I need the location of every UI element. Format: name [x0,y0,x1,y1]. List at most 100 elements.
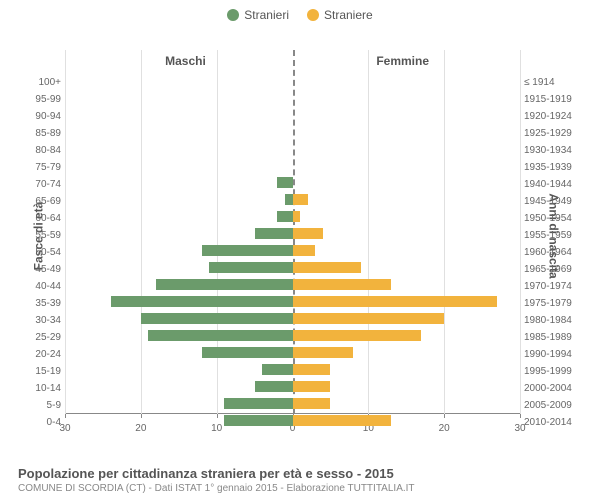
birth-year-label: 1975-1979 [524,295,584,312]
footer: Popolazione per cittadinanza straniera p… [18,466,590,494]
age-label: 25-29 [19,329,61,346]
age-label: 75-79 [19,159,61,176]
age-label: 10-14 [19,380,61,397]
chart-area: Fasce di età Anni di nascita Maschi Femm… [0,26,600,446]
age-label: 20-24 [19,346,61,363]
bar-male [148,330,292,341]
bar-female [293,347,354,358]
birth-year-label: 1925-1929 [524,125,584,142]
bar-female [293,228,323,239]
chart-subtitle: COMUNE DI SCORDIA (CT) - Dati ISTAT 1° g… [18,483,590,494]
age-label: 35-39 [19,295,61,312]
age-label: 45-49 [19,261,61,278]
plot: Maschi Femmine 3020100102030100+≤ 191495… [65,50,520,414]
age-label: 60-64 [19,210,61,227]
bar-row: 35-391975-1979 [65,295,520,312]
bar-female [293,245,316,256]
bar-male [285,194,293,205]
bar-row: 55-591955-1959 [65,227,520,244]
age-label: 5-9 [19,397,61,414]
age-label: 90-94 [19,108,61,125]
birth-year-label: 1920-1924 [524,108,584,125]
birth-year-label: 1985-1989 [524,329,584,346]
gridline [520,50,521,414]
birth-year-label: 1955-1959 [524,227,584,244]
bar-row: 40-441970-1974 [65,278,520,295]
bar-row: 65-691945-1949 [65,193,520,210]
birth-year-label: 1995-1999 [524,363,584,380]
birth-year-label: 2000-2004 [524,380,584,397]
bar-row: 100+≤ 1914 [65,74,520,91]
age-label: 30-34 [19,312,61,329]
bar-row: 10-142000-2004 [65,380,520,397]
bar-male [202,245,293,256]
bar-male [209,262,292,273]
birth-year-label: 2010-2014 [524,414,584,431]
bar-female [293,330,422,341]
birth-year-label: 1970-1974 [524,278,584,295]
legend-item-female: Straniere [307,8,373,22]
bar-row: 90-941920-1924 [65,108,520,125]
birth-year-label: 1945-1949 [524,193,584,210]
bar-row: 20-241990-1994 [65,346,520,363]
age-label: 100+ [19,74,61,91]
bar-row: 45-491965-1969 [65,261,520,278]
age-label: 70-74 [19,176,61,193]
bar-male [262,364,292,375]
bar-female [293,398,331,409]
age-label: 15-19 [19,363,61,380]
bar-female [293,415,392,426]
birth-year-label: 1930-1934 [524,142,584,159]
bar-male [255,228,293,239]
birth-year-label: 1990-1994 [524,346,584,363]
bar-row: 80-841930-1934 [65,142,520,159]
birth-year-label: 1940-1944 [524,176,584,193]
chart-title: Popolazione per cittadinanza straniera p… [18,466,590,481]
bar-male [277,177,292,188]
bar-row: 25-291985-1989 [65,329,520,346]
bar-row: 95-991915-1919 [65,91,520,108]
age-label: 50-54 [19,244,61,261]
bar-row: 15-191995-1999 [65,363,520,380]
bar-female [293,296,498,307]
x-tick-mark [520,414,521,418]
bar-male [111,296,293,307]
legend: Stranieri Straniere [0,0,600,26]
bar-row: 70-741940-1944 [65,176,520,193]
birth-year-label: 1965-1969 [524,261,584,278]
bar-female [293,364,331,375]
bar-female [293,381,331,392]
bar-row: 75-791935-1939 [65,159,520,176]
birth-year-label: 1935-1939 [524,159,584,176]
birth-year-label: 1950-1954 [524,210,584,227]
bar-male [255,381,293,392]
age-label: 0-4 [19,414,61,431]
bar-male [224,415,292,426]
age-label: 65-69 [19,193,61,210]
birth-year-label: ≤ 1914 [524,74,584,91]
bar-male [141,313,293,324]
bar-female [293,194,308,205]
bar-row: 30-341980-1984 [65,312,520,329]
bar-row: 85-891925-1929 [65,125,520,142]
legend-swatch-male [227,9,239,21]
birth-year-label: 2005-2009 [524,397,584,414]
legend-swatch-female [307,9,319,21]
birth-year-label: 1960-1964 [524,244,584,261]
bar-row: 5-92005-2009 [65,397,520,414]
bar-male [277,211,292,222]
age-label: 40-44 [19,278,61,295]
birth-year-label: 1915-1919 [524,91,584,108]
bar-female [293,279,392,290]
age-label: 55-59 [19,227,61,244]
bar-female [293,313,445,324]
bar-male [156,279,293,290]
bar-female [293,211,301,222]
column-title-male: Maschi [165,54,206,68]
age-label: 85-89 [19,125,61,142]
legend-label-female: Straniere [324,8,373,22]
legend-item-male: Stranieri [227,8,289,22]
bar-row: 60-641950-1954 [65,210,520,227]
bar-row: 50-541960-1964 [65,244,520,261]
age-label: 80-84 [19,142,61,159]
